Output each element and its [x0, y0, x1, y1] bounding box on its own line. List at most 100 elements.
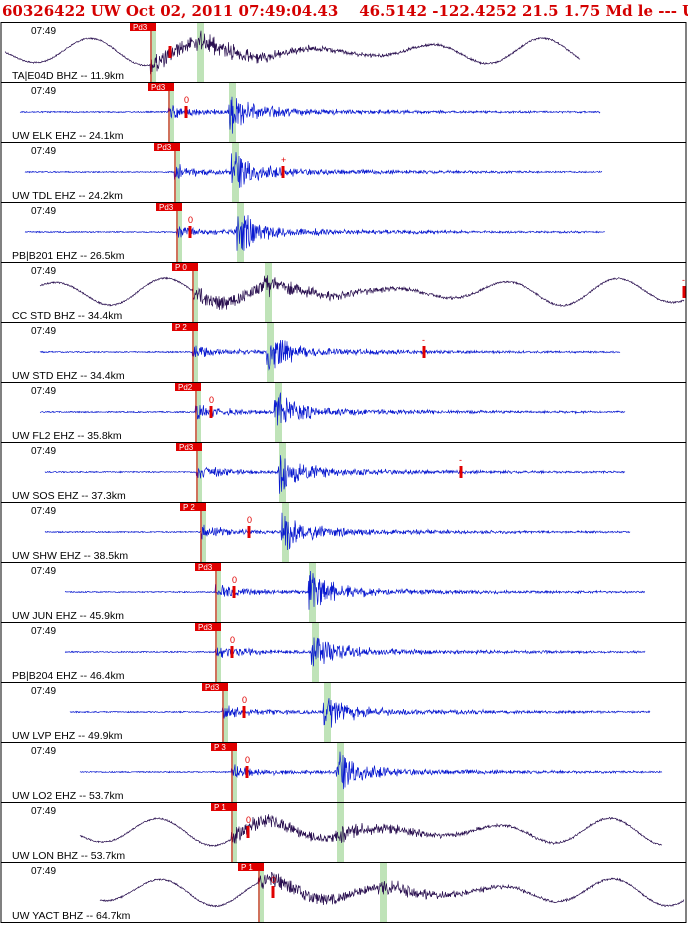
waveform-trace — [44, 455, 626, 494]
amplitude-marker-label: 0 — [271, 875, 276, 885]
station-label: UW ELK EHZ -- 24.1km — [12, 130, 124, 142]
amplitude-marker-label: 0 — [247, 515, 252, 525]
station-label: UW STD EHZ -- 34.4km — [12, 370, 125, 382]
p-arrival-band — [222, 687, 228, 742]
panel-time-label: 07:49 — [31, 746, 56, 757]
amplitude-marker — [281, 166, 285, 178]
pick-tag-label: Pd2 — [178, 383, 193, 392]
waveform-trace — [44, 512, 631, 551]
panel-12: Pd3 0 07:49 UW LVP EHZ -- 49.9km — [0, 682, 687, 743]
waveform-trace — [39, 339, 621, 371]
panel-time-label: 07:49 — [31, 86, 56, 97]
station-label: UW LON BHZ -- 53.7km — [12, 850, 125, 862]
pick-tag — [175, 383, 201, 391]
pick-tag-label: P 2 — [183, 503, 195, 512]
panel-time-label: 07:49 — [31, 626, 56, 637]
waveform-trace — [24, 152, 603, 188]
amplitude-marker — [245, 766, 249, 778]
station-label: UW YACT BHZ -- 64.7km — [12, 910, 131, 922]
amplitude-marker — [242, 706, 246, 718]
pick-tag — [172, 323, 198, 331]
pick-tag-label: Pd3 — [198, 563, 213, 572]
amplitude-marker-label: - — [422, 335, 425, 345]
s-arrival-band — [279, 443, 286, 502]
station-label: PB|B201 EHZ -- 26.5km — [12, 250, 125, 262]
amplitude-marker-label: + — [281, 155, 286, 165]
panel-13: P 3 0 07:49 UW LO2 EHZ -- 53.7km — [0, 742, 687, 803]
pick-tag — [202, 683, 228, 691]
pick-tag-label: Pd3 — [159, 203, 174, 212]
panel-time-label: 07:49 — [31, 686, 56, 697]
amplitude-marker — [247, 526, 251, 538]
panel-time-label: 07:49 — [31, 206, 56, 217]
panel-time-label: 07:49 — [31, 506, 56, 517]
pick-tag — [176, 443, 202, 451]
amplitude-marker — [209, 406, 213, 418]
s-arrival-band — [309, 563, 316, 622]
panel-time-label: 07:49 — [31, 26, 56, 37]
s-arrival-band — [232, 143, 239, 202]
amplitude-marker — [682, 286, 686, 298]
amplitude-marker — [246, 826, 250, 838]
pick-tag — [148, 83, 174, 91]
panel-11: Pd3 0 07:49 PB|B204 EHZ -- 46.4km — [0, 622, 687, 683]
s-arrival-band — [197, 23, 204, 82]
amplitude-marker — [184, 106, 188, 118]
pick-tag — [180, 503, 206, 511]
pick-tag-label: Pd3 — [179, 443, 194, 452]
panel-3: Pd3 +07:49 UW TDL EHZ -- 24.2km — [0, 142, 687, 203]
panel-time-label: 07:49 — [31, 146, 56, 157]
panel-time-label: 07:49 — [31, 806, 56, 817]
pick-tag-label: P 1 — [214, 803, 226, 812]
s-arrival-band — [265, 263, 272, 322]
station-label: UW JUN EHZ -- 45.9km — [12, 610, 124, 622]
s-arrival-band — [324, 683, 331, 742]
amplitude-marker — [459, 466, 463, 478]
panel-time-label: 07:49 — [31, 446, 56, 457]
waveform-trace — [64, 570, 646, 610]
amplitude-marker-label: 0 — [184, 95, 189, 105]
p-arrival-band — [150, 27, 156, 82]
amplitude-marker-label: 0 — [245, 755, 250, 765]
amplitude-marker — [230, 646, 234, 658]
panel-time-label: 07:49 — [31, 866, 56, 877]
waveform-trace — [24, 215, 606, 251]
pick-tag — [154, 143, 180, 151]
pick-tag-label: P 1 — [241, 863, 253, 872]
waveform-trace — [69, 698, 651, 728]
amplitude-marker-label: 0 — [246, 815, 251, 825]
panel-10: Pd3 0 07:49 UW JUN EHZ -- 45.9km — [0, 562, 687, 623]
amplitude-marker-label: 0 — [242, 695, 247, 705]
amplitude-marker — [188, 226, 192, 238]
panel-9: P 2 0 07:49 UW SHW EHZ -- 38.5km — [0, 502, 687, 563]
amplitude-marker-label: 0 — [188, 215, 193, 225]
pick-tag — [238, 863, 264, 871]
waveform-trace — [79, 814, 663, 847]
amplitude-marker-label: 0 — [232, 575, 237, 585]
p-arrival-band — [231, 747, 237, 802]
station-label: UW LVP EHZ -- 49.9km — [12, 730, 123, 742]
panel-15: P 1 0 07:49 UW YACT BHZ -- 64.7km — [0, 862, 687, 923]
waveform-trace — [39, 275, 685, 310]
p-arrival-band — [200, 507, 206, 562]
amplitude-marker — [168, 46, 172, 58]
panel-time-label: 07:49 — [31, 266, 56, 277]
panel-1: Pd3 07:49 TA|E04D BHZ -- 11.9km — [0, 22, 687, 83]
station-label: TA|E04D BHZ -- 11.9km — [12, 70, 124, 82]
panel-6: P 2 - 07:49 UW STD EHZ -- 34.4km — [0, 322, 687, 383]
pick-tag-label: Pd3 — [157, 143, 172, 152]
pick-tag-label: Pd3 — [151, 83, 166, 92]
s-arrival-band — [337, 743, 344, 802]
waveform-trace — [79, 751, 663, 790]
panel-5: P 0 - 07:49 CC STD BHZ -- 34.4km — [0, 262, 687, 323]
amplitude-marker — [422, 346, 426, 358]
station-label: UW LO2 EHZ -- 53.7km — [12, 790, 124, 802]
panel-time-label: 07:49 — [31, 326, 56, 337]
pick-tag — [156, 203, 182, 211]
station-label: CC STD BHZ -- 34.4km — [12, 310, 123, 322]
pick-tag — [195, 623, 221, 631]
pick-tag — [211, 743, 237, 751]
pick-tag — [172, 263, 198, 271]
waveform-trace — [64, 637, 646, 667]
panel-2: Pd3 0 07:49 UW ELK EHZ -- 24.1km — [0, 82, 687, 143]
